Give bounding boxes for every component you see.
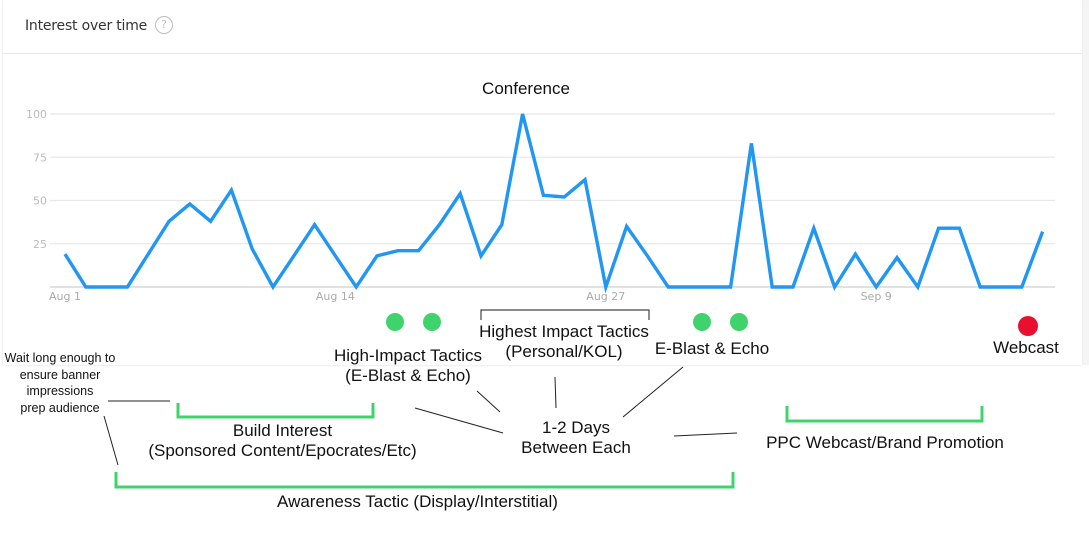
card-header: Interest over time ? bbox=[3, 0, 1082, 54]
awareness-bracket bbox=[114, 472, 735, 489]
build-interest-label: Build Interest (Sponsored Content/Epocra… bbox=[130, 421, 435, 461]
green-dot-marker bbox=[423, 313, 441, 331]
x-tick-label: Sep 9 bbox=[861, 290, 892, 303]
y-axis-ticks: 25 50 75 100 bbox=[26, 108, 47, 251]
right-gutter bbox=[1083, 0, 1089, 365]
highest-impact-line2: (Personal/KOL) bbox=[505, 342, 623, 361]
ppc-bracket bbox=[785, 406, 984, 423]
days-line1: 1-2 Days bbox=[541, 418, 611, 437]
high-impact-line1: High-Impact Tactics bbox=[333, 346, 482, 365]
webcast-label: Webcast bbox=[993, 338, 1059, 357]
question-circle-icon[interactable]: ? bbox=[155, 16, 173, 34]
y-tick-label: 100 bbox=[26, 108, 47, 121]
x-tick-label: Aug 1 bbox=[49, 290, 81, 303]
callout-lines bbox=[103, 366, 738, 466]
y-tick-label: 75 bbox=[33, 151, 47, 164]
highest-impact-line1: Highest Impact Tactics bbox=[479, 322, 649, 341]
x-axis-ticks: Aug 1 Aug 14 Aug 27 Sep 9 bbox=[49, 290, 892, 303]
build-interest-bracket bbox=[176, 403, 375, 419]
y-tick-label: 25 bbox=[33, 238, 47, 251]
interest-line bbox=[63, 113, 1045, 294]
wait-line4: prep audience bbox=[20, 400, 100, 415]
wait-line1: Wait long enough to bbox=[4, 351, 116, 365]
eblast-echo-label: E-Blast & Echo bbox=[654, 339, 770, 358]
wait-line2: ensure banner bbox=[19, 367, 101, 382]
build-line1: Build Interest bbox=[232, 421, 333, 440]
highest-impact-bracket bbox=[480, 309, 650, 320]
awareness-label: Awareness Tactic (Display/Interstitial) bbox=[277, 492, 558, 511]
days-line2: Between Each bbox=[521, 438, 631, 457]
ppc-label: PPC Webcast/Brand Promotion bbox=[766, 433, 1004, 452]
card-title: Interest over time bbox=[25, 18, 148, 34]
conference-label: Conference bbox=[482, 79, 570, 98]
wait-line3: impressions bbox=[26, 384, 94, 398]
highest-impact-label: Highest Impact Tactics (Personal/KOL) bbox=[464, 322, 664, 362]
green-dot-marker bbox=[693, 313, 711, 331]
x-tick-label: Aug 27 bbox=[586, 290, 625, 303]
x-tick-label: Aug 14 bbox=[316, 290, 355, 303]
wait-callout-label: Wait long enough to ensure banner impres… bbox=[0, 350, 120, 416]
y-tick-label: 50 bbox=[33, 195, 47, 208]
high-impact-label: High-Impact Tactics (E-Blast & Echo) bbox=[318, 346, 498, 386]
chart-gridlines bbox=[50, 113, 1055, 288]
green-dot-marker bbox=[730, 313, 748, 331]
days-between-label: 1-2 Days Between Each bbox=[496, 418, 656, 458]
green-dot-marker bbox=[386, 313, 404, 331]
build-line2: (Sponsored Content/Epocrates/Etc) bbox=[148, 441, 417, 460]
high-impact-line2: (E-Blast & Echo) bbox=[345, 366, 471, 385]
interest-over-time-card: Interest over time ? bbox=[3, 0, 1082, 365]
red-dot-marker bbox=[1018, 316, 1038, 336]
